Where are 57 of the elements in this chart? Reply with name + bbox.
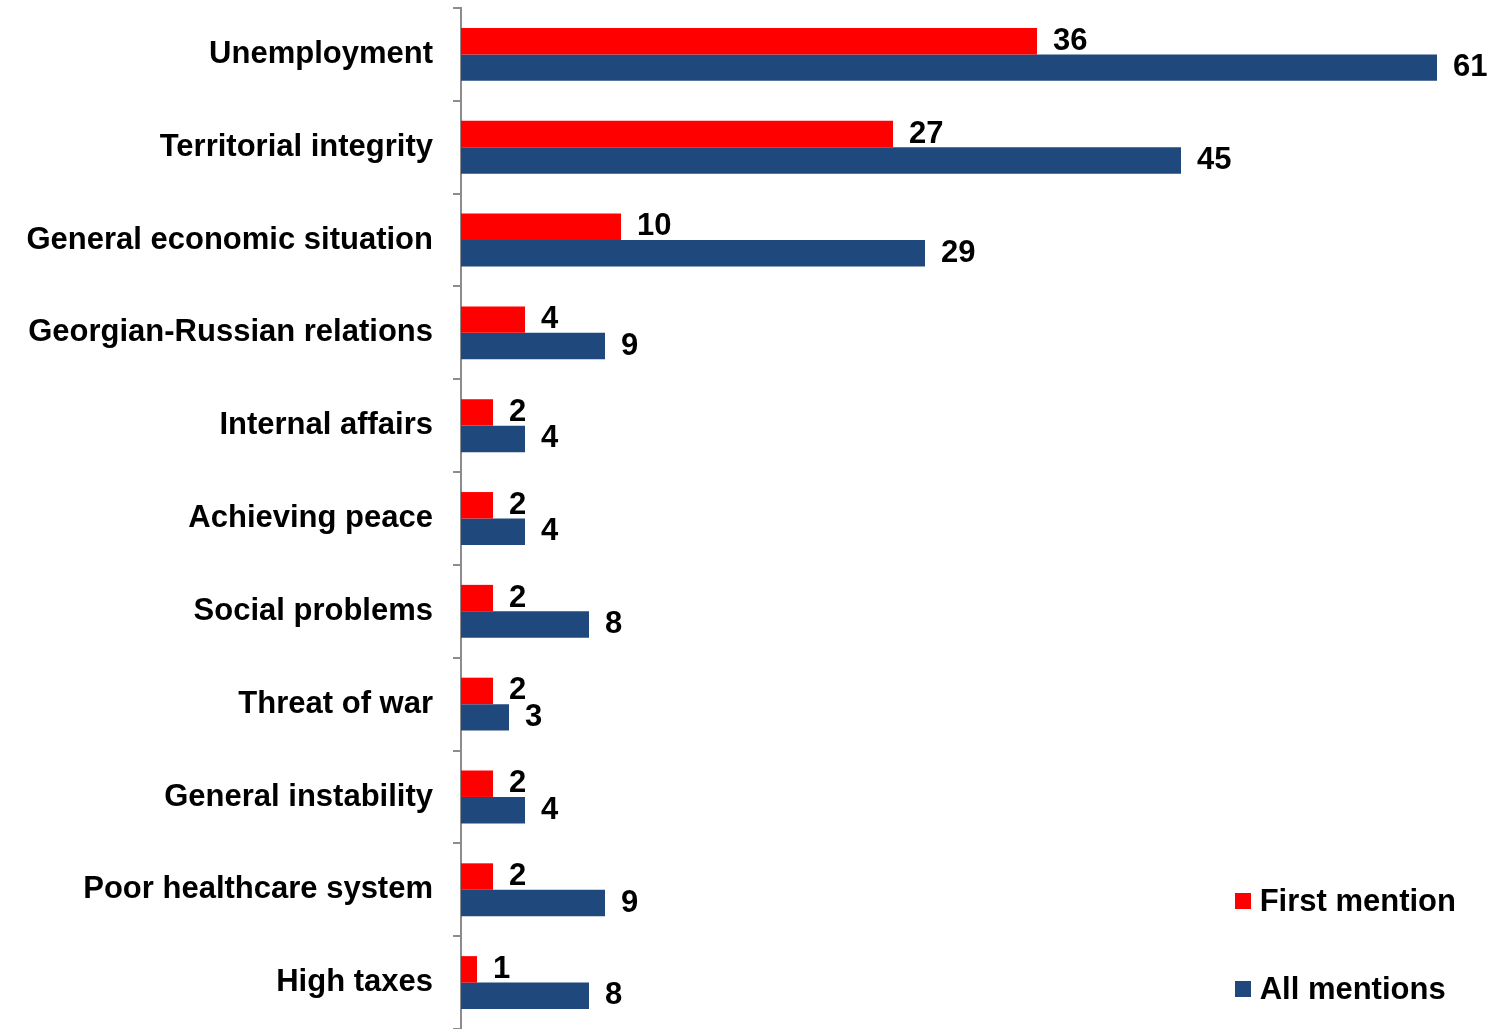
data-label: 4: [541, 419, 559, 455]
bar: [461, 492, 493, 519]
data-label: 45: [1197, 141, 1232, 176]
data-label: 8: [605, 976, 623, 1012]
data-label: 1: [493, 949, 511, 985]
y-tick-label: General economic situation: [26, 220, 433, 256]
data-label: 4: [541, 790, 559, 826]
y-tick-label: Internal affairs: [219, 406, 433, 442]
data-label: 3: [525, 697, 543, 733]
data-label: 36: [1053, 21, 1088, 57]
bar: [461, 584, 493, 612]
data-label: 2: [509, 578, 527, 614]
bar: [461, 306, 525, 333]
data-label: 2: [509, 671, 527, 707]
data-label: 29: [941, 233, 976, 269]
data-label: 9: [621, 326, 639, 362]
bar: [461, 332, 605, 360]
y-tick-label: Poor healthcare system: [83, 870, 433, 906]
data-label: 8: [605, 605, 623, 641]
bar: [461, 54, 1437, 81]
bar: [461, 982, 589, 1010]
bar: [461, 425, 525, 453]
y-tick-label: Territorial integrity: [159, 127, 434, 163]
y-tick-label: Georgian-Russian relations: [28, 313, 433, 349]
legend-label: First mention: [1259, 883, 1456, 919]
bar: [461, 240, 925, 267]
bar: [461, 956, 477, 983]
y-tick-label: High taxes: [276, 963, 433, 999]
data-label: 9: [621, 883, 639, 919]
data-label: 4: [541, 300, 559, 336]
bar: [461, 399, 493, 426]
y-tick-label: Social problems: [193, 591, 433, 627]
y-tick-label: Unemployment: [209, 34, 433, 70]
bar: [461, 889, 605, 917]
y-tick-label: General instability: [164, 777, 434, 813]
data-label: 2: [509, 764, 527, 800]
data-label: 4: [541, 512, 559, 548]
bar: [461, 796, 525, 824]
bar: [461, 147, 1181, 174]
data-label: 10: [637, 207, 672, 243]
bar: [461, 677, 493, 705]
bar: [461, 518, 525, 545]
bar: [461, 27, 1037, 55]
data-label: 27: [909, 114, 944, 150]
bar: [461, 770, 493, 797]
legend-label: All mentions: [1259, 971, 1446, 1007]
y-tick-label: Achieving peace: [188, 499, 433, 535]
bar: [461, 704, 509, 731]
bar: [461, 213, 621, 241]
bar: [461, 120, 893, 148]
y-tick-label: Threat of war: [238, 684, 433, 720]
data-label: 2: [509, 393, 527, 428]
data-label: 61: [1453, 48, 1488, 84]
data-label: 2: [509, 857, 527, 893]
data-label: 2: [509, 485, 527, 521]
bar: [461, 863, 493, 890]
bar: [461, 611, 589, 638]
